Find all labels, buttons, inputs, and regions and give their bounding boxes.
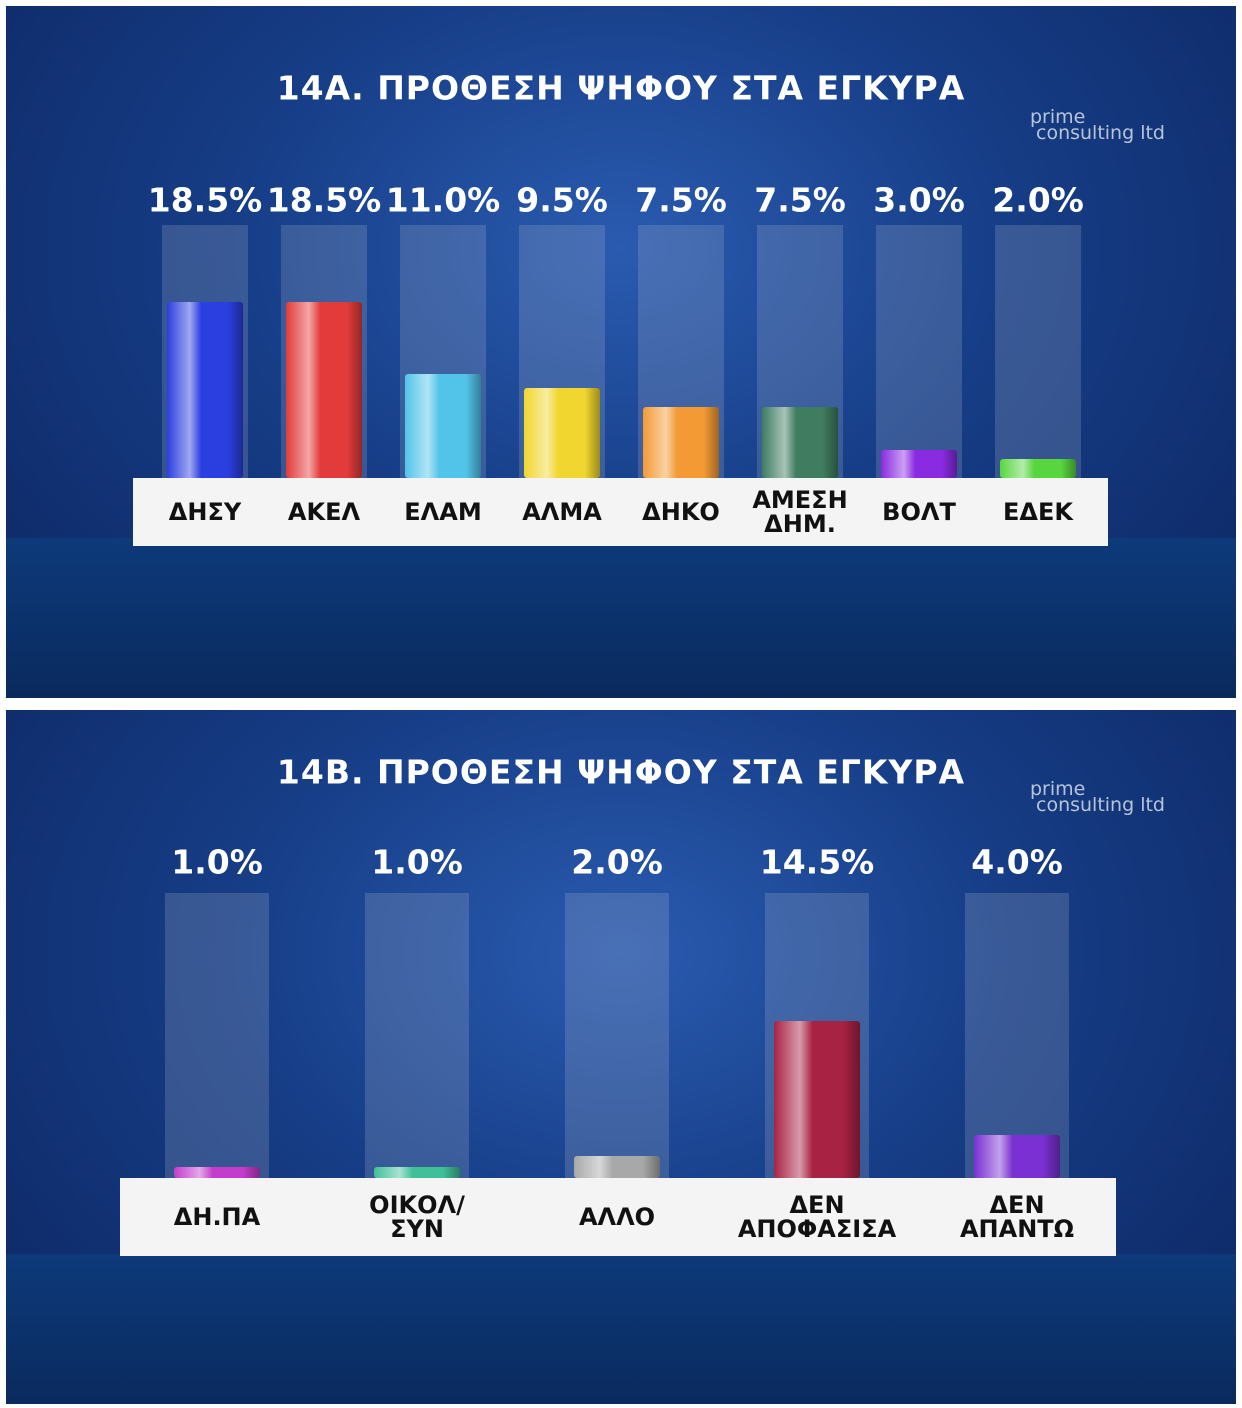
logo-text: prime	[1030, 106, 1086, 128]
bar	[167, 302, 243, 478]
floor	[6, 538, 1236, 698]
bar-track	[365, 893, 469, 1178]
bar	[405, 373, 481, 478]
bar-track	[565, 893, 669, 1178]
category-label: ΔΗΣΥ	[168, 498, 242, 526]
bar-track	[965, 893, 1069, 1178]
category-label: ΔΗ.ΠΑ	[173, 1203, 261, 1231]
value-label: 4.0%	[971, 842, 1063, 882]
category-label: ΑΚΕΛ	[287, 498, 361, 526]
logo-text: prime	[1030, 778, 1086, 800]
category-label: ΑΛΛΟ	[578, 1203, 656, 1231]
logo-text: consulting ltd	[1036, 794, 1165, 816]
bar	[1000, 459, 1076, 478]
value-label: 9.5%	[516, 180, 608, 220]
bar	[574, 1156, 660, 1178]
value-label: 3.0%	[873, 180, 965, 220]
label-strip	[120, 1178, 1116, 1256]
category-label: ΑΜΕΣΗ ΔΗΜ.	[752, 486, 848, 538]
category-label: ΔΕΝ ΑΠΑΝΤΩ	[959, 1191, 1075, 1243]
chart-title: 14Β. ΠΡΟΘΕΣΗ ΨΗΦΟΥ ΣΤΑ ΕΓΚΥΡΑ	[276, 752, 966, 792]
bar	[374, 1167, 460, 1178]
value-label: 2.0%	[571, 842, 663, 882]
category-label: ΕΔΕΚ	[1003, 498, 1073, 526]
value-label: 14.5%	[759, 842, 875, 882]
bar	[762, 406, 838, 478]
chart-panel: 14Α. ΠΡΟΘΕΣΗ ΨΗΦΟΥ ΣΤΑ ΕΓΚΥΡΑ prime consul…	[6, 6, 1236, 698]
bar	[174, 1167, 260, 1178]
category-label: ΕΛΑΜ	[404, 498, 482, 526]
value-label: 11.0%	[385, 180, 501, 220]
bar	[643, 406, 719, 478]
category-label: ΔΗΚΟ	[642, 498, 720, 526]
chart-title: 14Α. ΠΡΟΘΕΣΗ ΨΗΦΟΥ ΣΤΑ ΕΓΚΥΡΑ	[276, 68, 966, 108]
bar	[974, 1134, 1060, 1178]
bar-track	[165, 893, 269, 1178]
value-label: 1.0%	[171, 842, 263, 882]
value-label: 18.5%	[147, 180, 263, 220]
value-label: 18.5%	[266, 180, 382, 220]
bar	[286, 302, 362, 478]
category-label: ΑΛΜΑ	[522, 498, 602, 526]
bar-track	[995, 225, 1081, 478]
bar	[774, 1021, 860, 1178]
category-label: ΒΟΛΤ	[882, 498, 956, 526]
value-label: 2.0%	[992, 180, 1084, 220]
bar-track	[876, 225, 962, 478]
category-label: ΔΕΝ ΑΠΟΦΑΣΙΣΑ	[737, 1191, 897, 1243]
value-label: 7.5%	[635, 180, 727, 220]
category-label: ΟΙΚΟΛ/ ΣΥΝ	[369, 1191, 465, 1243]
chart-panel: 14Β. ΠΡΟΘΕΣΗ ΨΗΦΟΥ ΣΤΑ ΕΓΚΥΡΑ prime consul…	[6, 710, 1236, 1404]
bar	[524, 387, 600, 478]
label-strip	[133, 478, 1108, 546]
logo-text: consulting ltd	[1036, 122, 1165, 144]
value-label: 7.5%	[754, 180, 846, 220]
value-label: 1.0%	[371, 842, 463, 882]
floor	[6, 1254, 1236, 1404]
bar	[881, 449, 957, 478]
